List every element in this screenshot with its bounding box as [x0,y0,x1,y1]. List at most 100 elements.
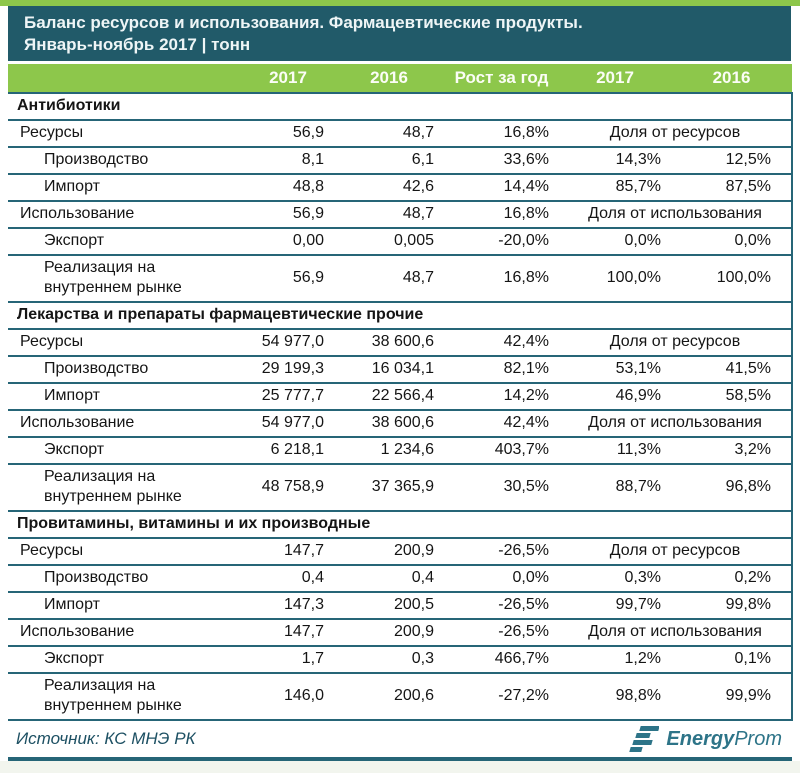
value-2016: 6,1 [334,147,444,175]
share-span-label: Доля от использования [559,201,793,229]
share-2017: 100,0% [559,255,671,303]
value-growth: 42,4% [444,410,559,438]
value-growth: 403,7% [444,437,559,465]
bottom-padding [0,761,800,773]
table-row: Экспорт 6 218,1 1 234,6 403,7% 11,3% 3,2% [8,437,793,465]
table-row: Импорт 25 777,7 22 566,4 14,2% 46,9% 58,5% [8,383,793,411]
share-2016: 100,0% [671,255,793,303]
footer: Источник: КС МНЭ РК EnergyProm [8,721,792,757]
value-2016: 48,7 [334,120,444,148]
value-2016: 0,4 [334,565,444,593]
column-header-empty [8,64,242,94]
value-2016: 200,5 [334,592,444,620]
share-2017: 99,7% [559,592,671,620]
value-2016: 22 566,4 [334,383,444,411]
value-2016: 16 034,1 [334,356,444,384]
row-label: Использование [8,619,242,647]
value-growth: 466,7% [444,646,559,674]
share-2016: 0,1% [671,646,793,674]
value-2016: 48,7 [334,201,444,229]
value-growth: 16,8% [444,120,559,148]
report-title-block: Баланс ресурсов и использования. Фармаце… [8,6,791,61]
value-2016: 1 234,6 [334,437,444,465]
balance-table: 2017 2016 Рост за год 2017 2016 Антибиот… [8,64,793,721]
row-label: Производство [8,565,242,593]
share-2016: 41,5% [671,356,793,384]
value-2017: 25 777,7 [242,383,334,411]
column-header-2017: 2017 [242,64,334,94]
energyprom-logo: EnergyProm [629,725,782,753]
section-title: Провитамины, витамины и их производные [8,511,793,539]
column-header-2016: 2016 [334,64,444,94]
value-2016: 0,005 [334,228,444,256]
section-title: Антибиотики [8,93,793,121]
value-growth: -20,0% [444,228,559,256]
table-row: Использование 56,9 48,7 16,8% Доля от исполь… [8,201,793,229]
table-row: Ресурсы 56,9 48,7 16,8% Доля от ресурсов [8,120,793,148]
table-row: Ресурсы 147,7 200,9 -26,5% Доля от ресурсов [8,538,793,566]
value-growth: 14,2% [444,383,559,411]
value-2017: 147,7 [242,538,334,566]
value-2016: 48,7 [334,255,444,303]
table-row: Импорт 48,8 42,6 14,4% 85,7% 87,5% [8,174,793,202]
report-title-line2: Январь-ноябрь 2017 | тонн [24,35,251,54]
section-header-row: Антибиотики [8,93,793,121]
value-2017: 8,1 [242,147,334,175]
table-row: Использование 147,7 200,9 -26,5% Доля от исп… [8,619,793,647]
value-2017: 0,00 [242,228,334,256]
share-2017: 85,7% [559,174,671,202]
value-2017: 147,3 [242,592,334,620]
share-2017: 0,3% [559,565,671,593]
table-row: Ресурсы 54 977,0 38 600,6 42,4% Доля от ресу… [8,329,793,357]
row-label: Ресурсы [8,329,242,357]
value-growth: -26,5% [444,619,559,647]
column-header-row: 2017 2016 Рост за год 2017 2016 [8,64,792,94]
value-2017: 29 199,3 [242,356,334,384]
row-label: Использование [8,410,242,438]
share-2016: 87,5% [671,174,793,202]
column-header-growth: Рост за год [444,64,559,94]
table-row: Экспорт 0,00 0,005 -20,0% 0,0% 0,0% [8,228,793,256]
row-label: Импорт [8,174,242,202]
value-2016: 0,3 [334,646,444,674]
share-2017: 11,3% [559,437,671,465]
value-growth: -26,5% [444,538,559,566]
value-2017: 54 977,0 [242,329,334,357]
column-header-share-2017: 2017 [559,64,671,94]
share-2016: 0,0% [671,228,793,256]
value-2016: 38 600,6 [334,410,444,438]
value-growth: 82,1% [444,356,559,384]
share-span-label: Доля от использования [559,619,793,647]
section-title: Лекарства и препараты фармацевтические п… [8,302,793,330]
column-header-share-2016: 2016 [671,64,792,94]
value-growth: -26,5% [444,592,559,620]
share-2016: 96,8% [671,464,793,512]
table-row: Производство 29 199,3 16 034,1 82,1% 53,1% 41… [8,356,793,384]
top-accent-strip [0,0,800,6]
energyprom-logo-text: EnergyProm [666,728,782,751]
value-growth: 14,4% [444,174,559,202]
share-2016: 58,5% [671,383,793,411]
share-span-label: Доля от ресурсов [559,120,793,148]
share-2017: 0,0% [559,228,671,256]
table-row: Импорт 147,3 200,5 -26,5% 99,7% 99,8% [8,592,793,620]
row-label: Импорт [8,383,242,411]
energyprom-logo-icon [629,726,660,752]
value-2017: 56,9 [242,120,334,148]
row-label: Реализация на внутреннем рынке [8,673,242,721]
value-2016: 38 600,6 [334,329,444,357]
share-2016: 99,8% [671,592,793,620]
share-2016: 12,5% [671,147,793,175]
share-span-label: Доля от использования [559,410,793,438]
row-label: Ресурсы [8,538,242,566]
table-row: Реализация на внутреннем рынке 146,0 200,6… [8,673,793,721]
row-label: Производство [8,147,242,175]
value-2016: 200,9 [334,538,444,566]
row-label: Экспорт [8,437,242,465]
share-2017: 98,8% [559,673,671,721]
section-header-row: Лекарства и препараты фармацевтические п… [8,302,793,330]
share-2016: 0,2% [671,565,793,593]
value-2017: 147,7 [242,619,334,647]
value-2016: 200,6 [334,673,444,721]
value-2017: 48,8 [242,174,334,202]
